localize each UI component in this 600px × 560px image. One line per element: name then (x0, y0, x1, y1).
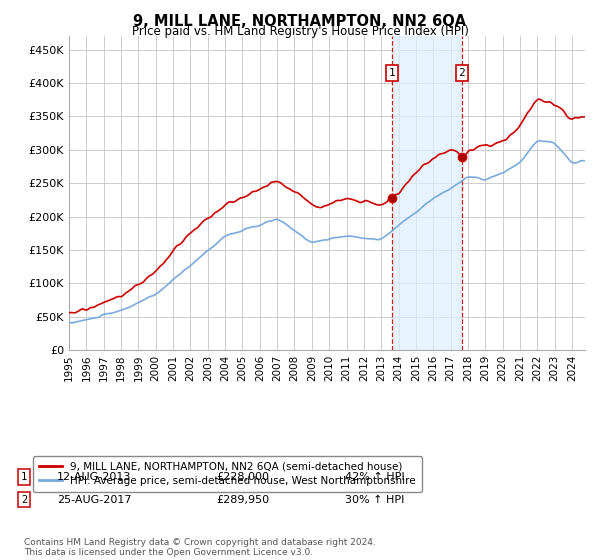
Text: 30% ↑ HPI: 30% ↑ HPI (345, 494, 404, 505)
Text: Price paid vs. HM Land Registry's House Price Index (HPI): Price paid vs. HM Land Registry's House … (131, 25, 469, 38)
Text: 12-AUG-2013: 12-AUG-2013 (57, 472, 131, 482)
Text: 42% ↑ HPI: 42% ↑ HPI (345, 472, 404, 482)
Legend: 9, MILL LANE, NORTHAMPTON, NN2 6QA (semi-detached house), HPI: Average price, se: 9, MILL LANE, NORTHAMPTON, NN2 6QA (semi… (33, 455, 422, 492)
Text: 2: 2 (21, 494, 27, 505)
Text: 1: 1 (389, 68, 395, 78)
Text: Contains HM Land Registry data © Crown copyright and database right 2024.
This d: Contains HM Land Registry data © Crown c… (24, 538, 376, 557)
Text: £228,000: £228,000 (216, 472, 269, 482)
Text: 9, MILL LANE, NORTHAMPTON, NN2 6QA: 9, MILL LANE, NORTHAMPTON, NN2 6QA (133, 14, 467, 29)
Text: 2: 2 (458, 68, 465, 78)
Text: 1: 1 (21, 472, 27, 482)
Text: 25-AUG-2017: 25-AUG-2017 (57, 494, 131, 505)
Text: £289,950: £289,950 (216, 494, 269, 505)
